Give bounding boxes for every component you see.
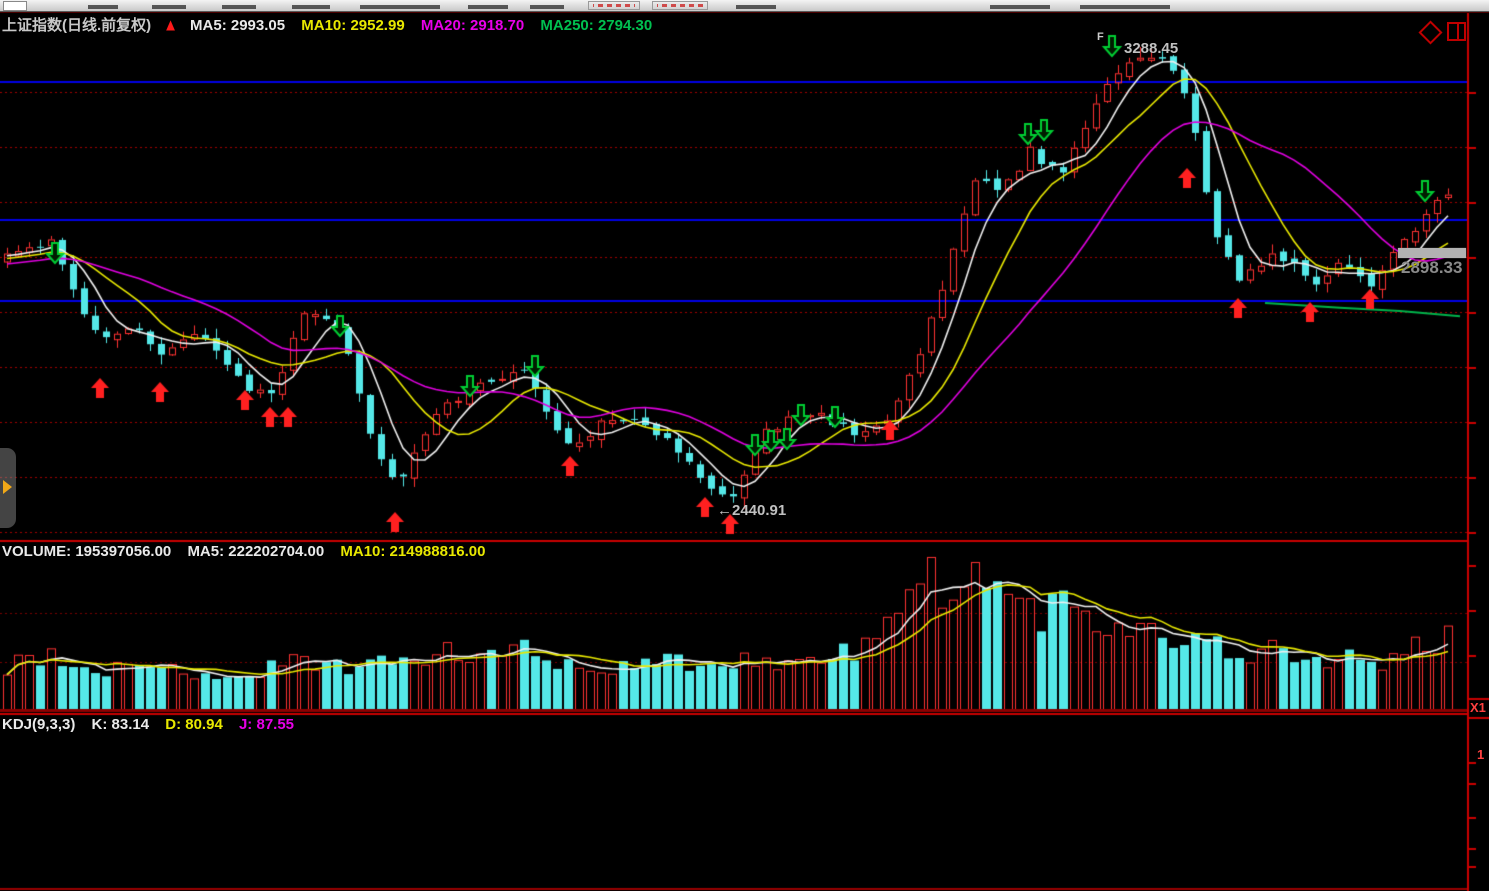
volume-ma10-value: MA10: 214988816.00 xyxy=(340,543,486,560)
sidebar-expand-handle[interactable] xyxy=(0,448,16,528)
kdj-title: KDJ(9,3,3) xyxy=(2,716,76,733)
menu-item-fragment[interactable] xyxy=(468,5,508,9)
pane-top-border xyxy=(0,12,1489,13)
f-marker-label: F xyxy=(1097,31,1104,43)
axis-number-fragment: 1 xyxy=(1477,747,1485,762)
volume-pane-header: VOLUME: 195397056.00 MA5: 222202704.00 M… xyxy=(2,543,497,560)
menu-item-fragment[interactable] xyxy=(736,5,776,9)
menu-item-fragment[interactable] xyxy=(1080,5,1170,9)
volume-value: VOLUME: 195397056.00 xyxy=(2,543,172,560)
ma20-value: MA20: 2918.70 xyxy=(420,17,525,34)
current-price-tag xyxy=(1398,248,1466,258)
expand-arrow-icon xyxy=(3,480,12,494)
menu-button-fragment[interactable] xyxy=(588,1,640,10)
menu-item-fragment[interactable] xyxy=(530,5,564,9)
menubar-white-box xyxy=(3,1,27,11)
up-arrow-icon: ▲ xyxy=(163,15,179,36)
kdj-j-value: J: 87.55 xyxy=(238,716,295,733)
ma5-value: MA5: 2993.05 xyxy=(190,17,286,34)
menu-item-fragment[interactable] xyxy=(152,5,186,9)
menu-item-fragment[interactable] xyxy=(360,5,440,9)
top-menubar[interactable] xyxy=(0,0,1489,12)
split-window-icon[interactable] xyxy=(1447,22,1466,41)
latest-price-label: 2898.33 xyxy=(1401,258,1463,277)
price-pane-header: 上证指数(日线.前复权) ▲ MA5: 2993.05 MA10: 2952.99 … xyxy=(2,14,664,36)
instrument-title: 上证指数(日线.前复权) xyxy=(2,17,152,34)
kdj-k-value: K: 83.14 xyxy=(91,716,150,733)
menu-item-fragment[interactable] xyxy=(222,5,256,9)
menu-item-fragment[interactable] xyxy=(88,5,118,9)
menu-item-fragment[interactable] xyxy=(990,5,1050,9)
kdj-d-value: D: 80.94 xyxy=(165,716,223,733)
ma250-value: MA250: 2794.30 xyxy=(540,17,653,34)
ma10-value: MA10: 2952.99 xyxy=(301,17,405,34)
volume-ma5-value: MA5: 222202704.00 xyxy=(187,543,325,560)
kdj-pane-header: KDJ(9,3,3) K: 83.14 D: 80.94 J: 87.55 xyxy=(2,716,306,733)
x1-indicator-label: X1 xyxy=(1470,700,1486,715)
menu-item-fragment[interactable] xyxy=(292,5,330,9)
peak-price-label: 3288.45 xyxy=(1124,40,1179,57)
menu-button-fragment[interactable] xyxy=(652,1,708,10)
trough-price-label: ←2440.91 xyxy=(717,502,787,519)
